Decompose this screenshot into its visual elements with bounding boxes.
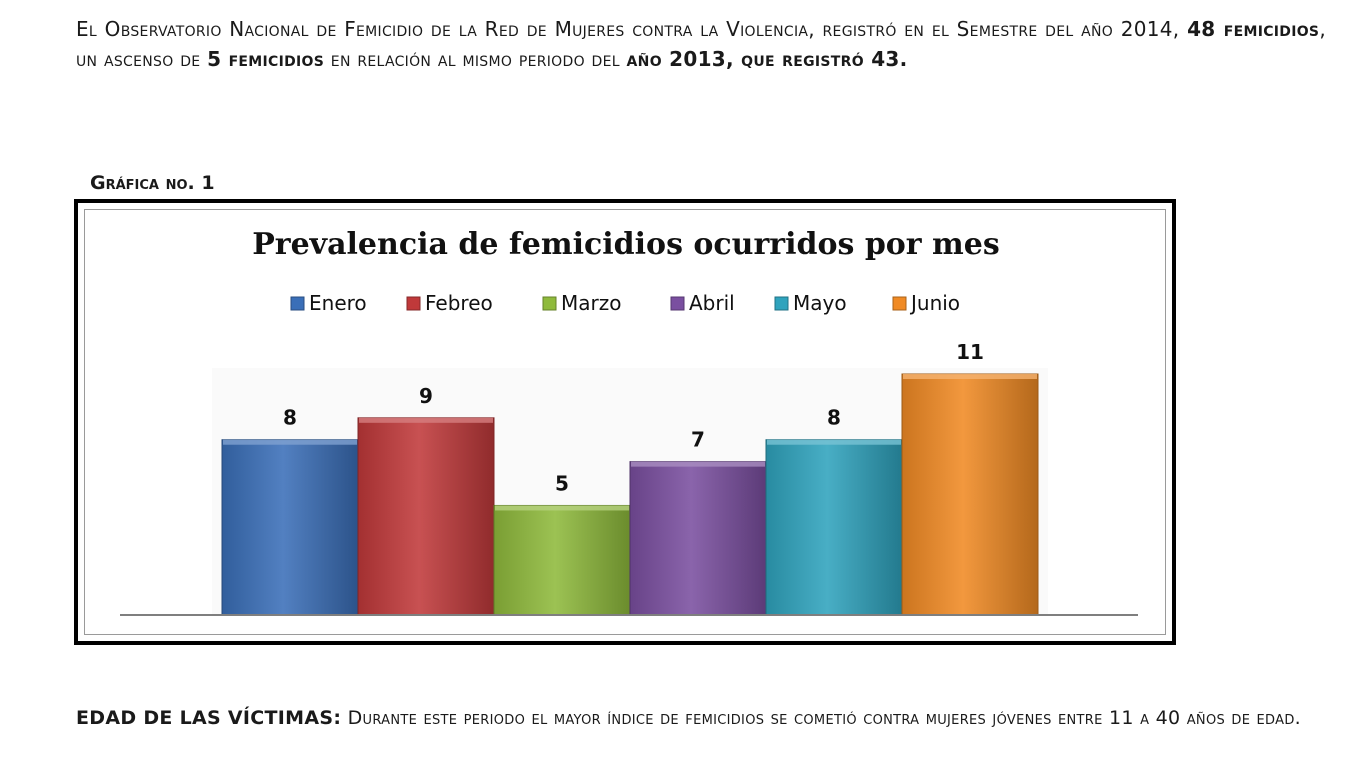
bar-top-highlight [631,461,765,467]
intro-bold-1: 48 femicidios [1187,17,1320,41]
bar-febreo [357,417,495,616]
legend-label: Mayo [793,291,847,315]
bar-marzo [493,504,631,616]
legend-label: Abril [689,291,735,315]
data-label: 7 [691,428,705,452]
chart-title: Prevalencia de femicidios ocurridos por … [252,227,1000,262]
data-label: 8 [827,406,841,430]
bar-top-highlight [359,417,493,423]
intro-text-2: , un ascenso de [76,17,1326,71]
bar-top-highlight [495,505,629,511]
legend-swatch [290,296,305,311]
legend-swatch [774,296,789,311]
bar-abril [629,461,767,616]
intro-text-1: El Observatorio Nacional de Femicidio de… [76,17,1188,41]
edad-label: EDAD DE LAS VÍCTIMAS: [76,707,342,729]
bar-top-highlight [767,439,901,445]
intro-paragraph: El Observatorio Nacional de Femicidio de… [76,14,1326,74]
chart-caption: Gráfica no. 1 [90,172,215,194]
legend-label: Febreo [425,291,493,315]
intro-bold-3: año 2013, que registró 43. [626,47,908,71]
legend-swatch [892,296,907,311]
edad-text: Durante este periodo el mayor índice de … [341,707,1301,729]
legend-swatch [670,296,685,311]
intro-text-3: en relación al mismo periodo del [324,47,627,71]
data-label: 9 [419,384,433,408]
data-label: 5 [555,471,569,495]
legend-swatch [542,296,557,311]
chart-area: Prevalencia de femicidios ocurridos por … [84,209,1166,635]
chart-frame: Prevalencia de femicidios ocurridos por … [74,199,1176,645]
edad-paragraph: EDAD DE LAS VÍCTIMAS: Durante este perio… [76,704,1326,733]
data-label: 8 [283,406,297,430]
bar-mayo [765,439,903,616]
legend-label: Junio [909,291,960,315]
legend-label: Enero [309,291,367,315]
bar-top-highlight [903,374,1037,379]
bar-chart: Prevalencia de femicidios ocurridos por … [120,227,1138,616]
bar-top-highlight [223,439,357,445]
legend-swatch [406,296,421,311]
intro-bold-2: 5 femicidios [207,47,325,71]
bar-junio [901,373,1039,616]
bar-enero [221,439,359,616]
data-label: 11 [956,340,984,364]
legend-label: Marzo [561,291,621,315]
